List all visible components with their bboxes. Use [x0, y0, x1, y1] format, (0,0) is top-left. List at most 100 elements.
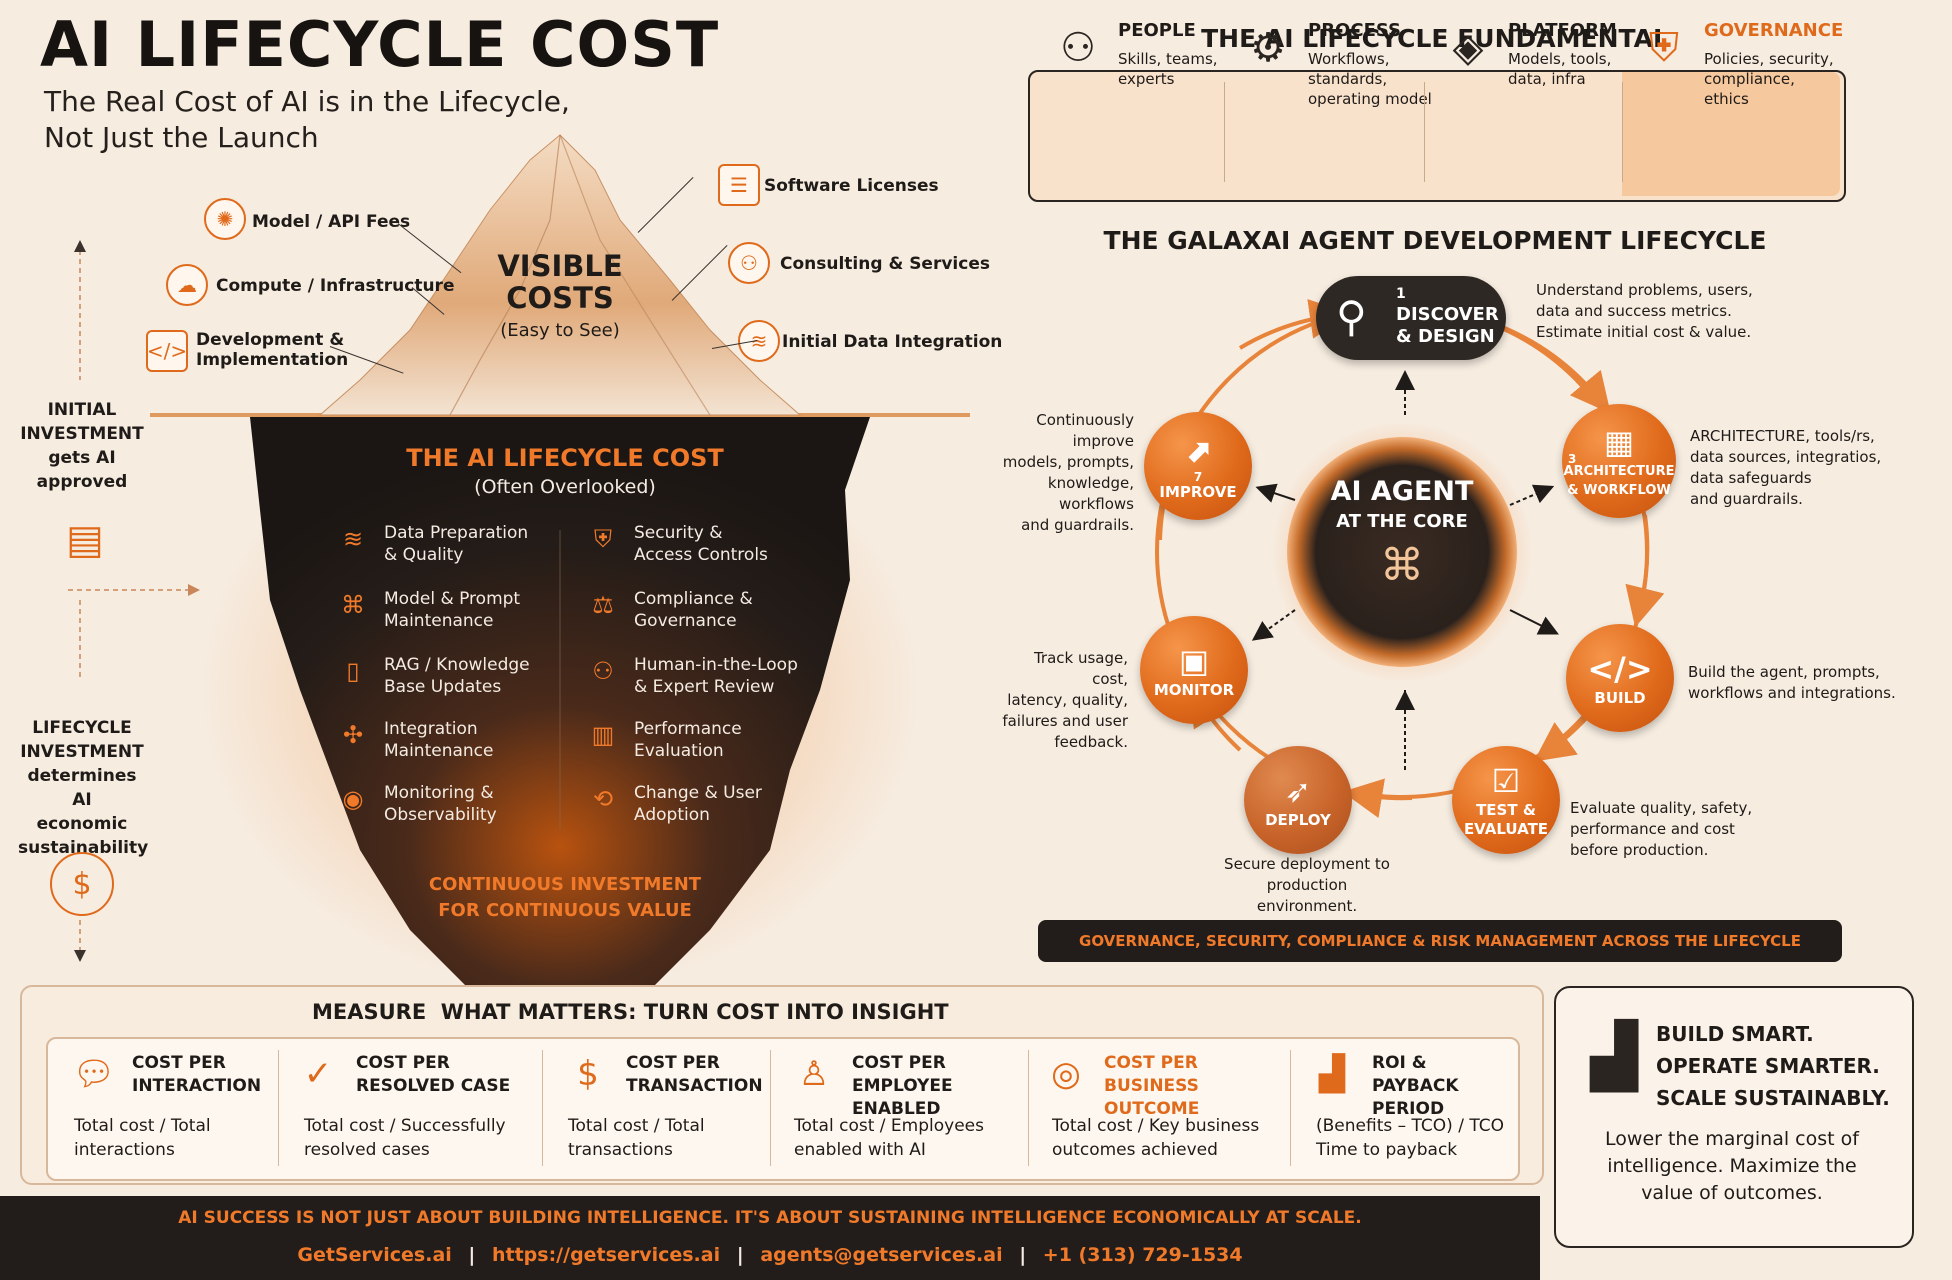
target-icon: ◎ — [1051, 1054, 1081, 1094]
desc-line: before production. — [1570, 841, 1709, 859]
fund-desc: ethics — [1704, 90, 1749, 108]
desc-line: Continuously improve — [1036, 411, 1134, 450]
callout-development: Development & Implementation — [196, 330, 348, 370]
footer-url-link[interactable]: https://getservices.ai — [491, 1244, 721, 1266]
separator: | — [468, 1244, 476, 1266]
side-line: determines AI — [27, 766, 137, 810]
desc-line: and guardrails. — [1690, 490, 1803, 508]
desc-line: data sources, integratios, — [1690, 448, 1882, 466]
item-line: Maintenance — [384, 741, 494, 761]
item-line: Model & Prompt — [384, 589, 521, 609]
item-line: Change & User — [634, 783, 762, 803]
layers-icon: ◈ — [1452, 25, 1484, 71]
monitor-desc: Track usage, cost, latency, quality, fai… — [996, 648, 1128, 753]
growth-chart-icon: ▟ — [1590, 1019, 1638, 1092]
desc-line: Evaluate quality, safety, — [1570, 799, 1753, 817]
desc-line: and guardrails. — [1021, 516, 1134, 534]
stage-line: ARCHITECTURE — [1563, 464, 1675, 479]
metric-d1: Total cost / Key business — [1052, 1116, 1260, 1136]
metric-heading: COST PER TRANSACTION — [626, 1052, 763, 1098]
side-line: approved — [36, 472, 128, 492]
metric-d2: enabled with AI — [794, 1140, 926, 1160]
metric-row — [46, 1037, 1520, 1181]
chip-icon: ⌘ — [1380, 540, 1424, 591]
desc-line: value of outcomes. — [1641, 1182, 1823, 1204]
fund-desc: standards, — [1308, 70, 1388, 88]
hidden-item: ≋ Data Preparation & Quality — [336, 522, 566, 566]
fundamental-governance: ⛨ GOVERNANCE Policies, security, complia… — [1636, 0, 1843, 124]
fundamental-title: THE AI LIFECYCLE FUNDAMENTAL — [1201, 24, 1669, 53]
build-smart-headline: BUILD SMART. OPERATE SMARTER. SCALE SUST… — [1656, 1018, 1890, 1114]
stage-test: ☑ TEST & EVALUATE — [1452, 746, 1560, 854]
discover-desc: Understand problems, users, data and suc… — [1536, 280, 1753, 343]
metric-h2: RESOLVED CASE — [356, 1076, 511, 1096]
monitor-chart-icon: ▣ — [1178, 641, 1210, 680]
callout-compute: Compute / Infrastructure — [216, 276, 455, 296]
build-desc: Build the agent, prompts, workflows and … — [1688, 662, 1896, 704]
metric-d1: Total cost / Employees — [794, 1116, 984, 1136]
footer-bar — [0, 1196, 1540, 1280]
item-line: & Quality — [384, 545, 464, 565]
footer-tagline: AI SUCCESS IS NOT JUST ABOUT BUILDING IN… — [178, 1208, 1362, 1228]
desc-line: performance and cost — [1570, 820, 1735, 838]
stage-number: 1 — [1396, 286, 1406, 302]
metric-h2: INTERACTION — [132, 1076, 262, 1096]
growth-chart-icon: ⬈ — [1184, 431, 1212, 470]
iceberg-graphic — [150, 134, 970, 990]
fund-desc: experts — [1118, 70, 1175, 88]
callout-consulting: Consulting & Services — [780, 254, 990, 274]
footer-email-link[interactable]: agents@getservices.ai — [760, 1244, 1003, 1266]
stage-architecture: ▦ ARCHITECTURE & WORKFLOW — [1562, 404, 1676, 518]
visible-costs-label: VISIBLE COSTS (Easy to See) — [470, 250, 650, 341]
headline-line: BUILD SMART. — [1656, 1022, 1814, 1046]
magnifier-icon: ⚲ — [1336, 292, 1367, 341]
desc-line: ARCHITECTURE, tools/rs, — [1690, 427, 1875, 445]
footer-phone-link[interactable]: +1 (313) 729-1534 — [1042, 1244, 1243, 1266]
fund-title: PLATFORM — [1508, 20, 1617, 41]
hidden-sub: (Often Overlooked) — [474, 476, 656, 498]
desc-line: workflows and integrations. — [1688, 684, 1896, 702]
metric-heading: COST PER INTERACTION — [132, 1052, 261, 1098]
stage-number: 3 — [1568, 452, 1577, 466]
metric-heading: COST PER RESOLVED CASE — [356, 1052, 510, 1098]
divider — [1622, 82, 1623, 182]
stage-improve: ⬈ 7 IMPROVE — [1144, 412, 1252, 520]
fund-desc: Skills, teams, — [1118, 50, 1218, 68]
architecture-desc: ARCHITECTURE, tools/rs, data sources, in… — [1690, 426, 1881, 510]
hidden-costs-heading: THE AI LIFECYCLE COST (Often Overlooked) — [330, 444, 800, 498]
divider — [278, 1050, 279, 1166]
side-line: economic — [36, 814, 128, 834]
desc-line: data and success metrics. — [1536, 302, 1732, 320]
callout-development-l1: Development & — [196, 330, 345, 350]
metric-cost-per-interaction: 💬︎ COST PER INTERACTION Total cost / Tota… — [72, 1052, 272, 1172]
metric-d2: Time to payback — [1316, 1140, 1458, 1160]
build-smart-card — [1554, 986, 1914, 1248]
network-icon: ⌘ — [341, 591, 365, 619]
fundamental-platform: ◈ PLATFORM Models, tools, data, infra — [1440, 0, 1617, 124]
metric-h2: OUTCOME — [1104, 1099, 1200, 1119]
lifecycle-ring — [1153, 299, 1665, 818]
item-line: RAG / Knowledge — [384, 655, 530, 675]
desc-line: Understand problems, users, — [1536, 281, 1753, 299]
book-icon: ▯ — [346, 657, 360, 685]
metric-d2: interactions — [74, 1140, 175, 1160]
metric-h1: COST PER BUSINESS — [1104, 1053, 1199, 1096]
footer-contacts: GetServices.ai | https://getservices.ai … — [0, 1244, 1540, 1266]
deploy-desc: Secure deployment to production environm… — [1222, 854, 1392, 917]
hidden-item: ⌘ Model & Prompt Maintenance — [336, 588, 566, 632]
callout-initial-data: Initial Data Integration — [782, 332, 1003, 352]
item-line: Maintenance — [384, 611, 494, 631]
stage-line: & WORKFLOW — [1567, 483, 1671, 498]
item-line: Base Updates — [384, 677, 502, 697]
brain-icon: ✺ — [204, 198, 246, 240]
hidden-item: ▯ RAG / Knowledge Base Updates — [336, 654, 566, 698]
item-line: Adoption — [634, 805, 710, 825]
metric-h1: ROI & PAYBACK — [1372, 1053, 1459, 1096]
footer-site-link[interactable]: GetServices.ai — [297, 1244, 452, 1266]
metric-desc: (Benefits – TCO) / TCO Time to payback — [1316, 1114, 1504, 1162]
stage-line: DISCOVER — [1396, 304, 1499, 325]
metric-d2: transactions — [568, 1140, 673, 1160]
metric-h2: EMPLOYEE ENABLED — [852, 1076, 953, 1119]
hidden-item: ✣ Integration Maintenance — [336, 718, 566, 762]
visible-title-1: VISIBLE — [497, 249, 623, 283]
